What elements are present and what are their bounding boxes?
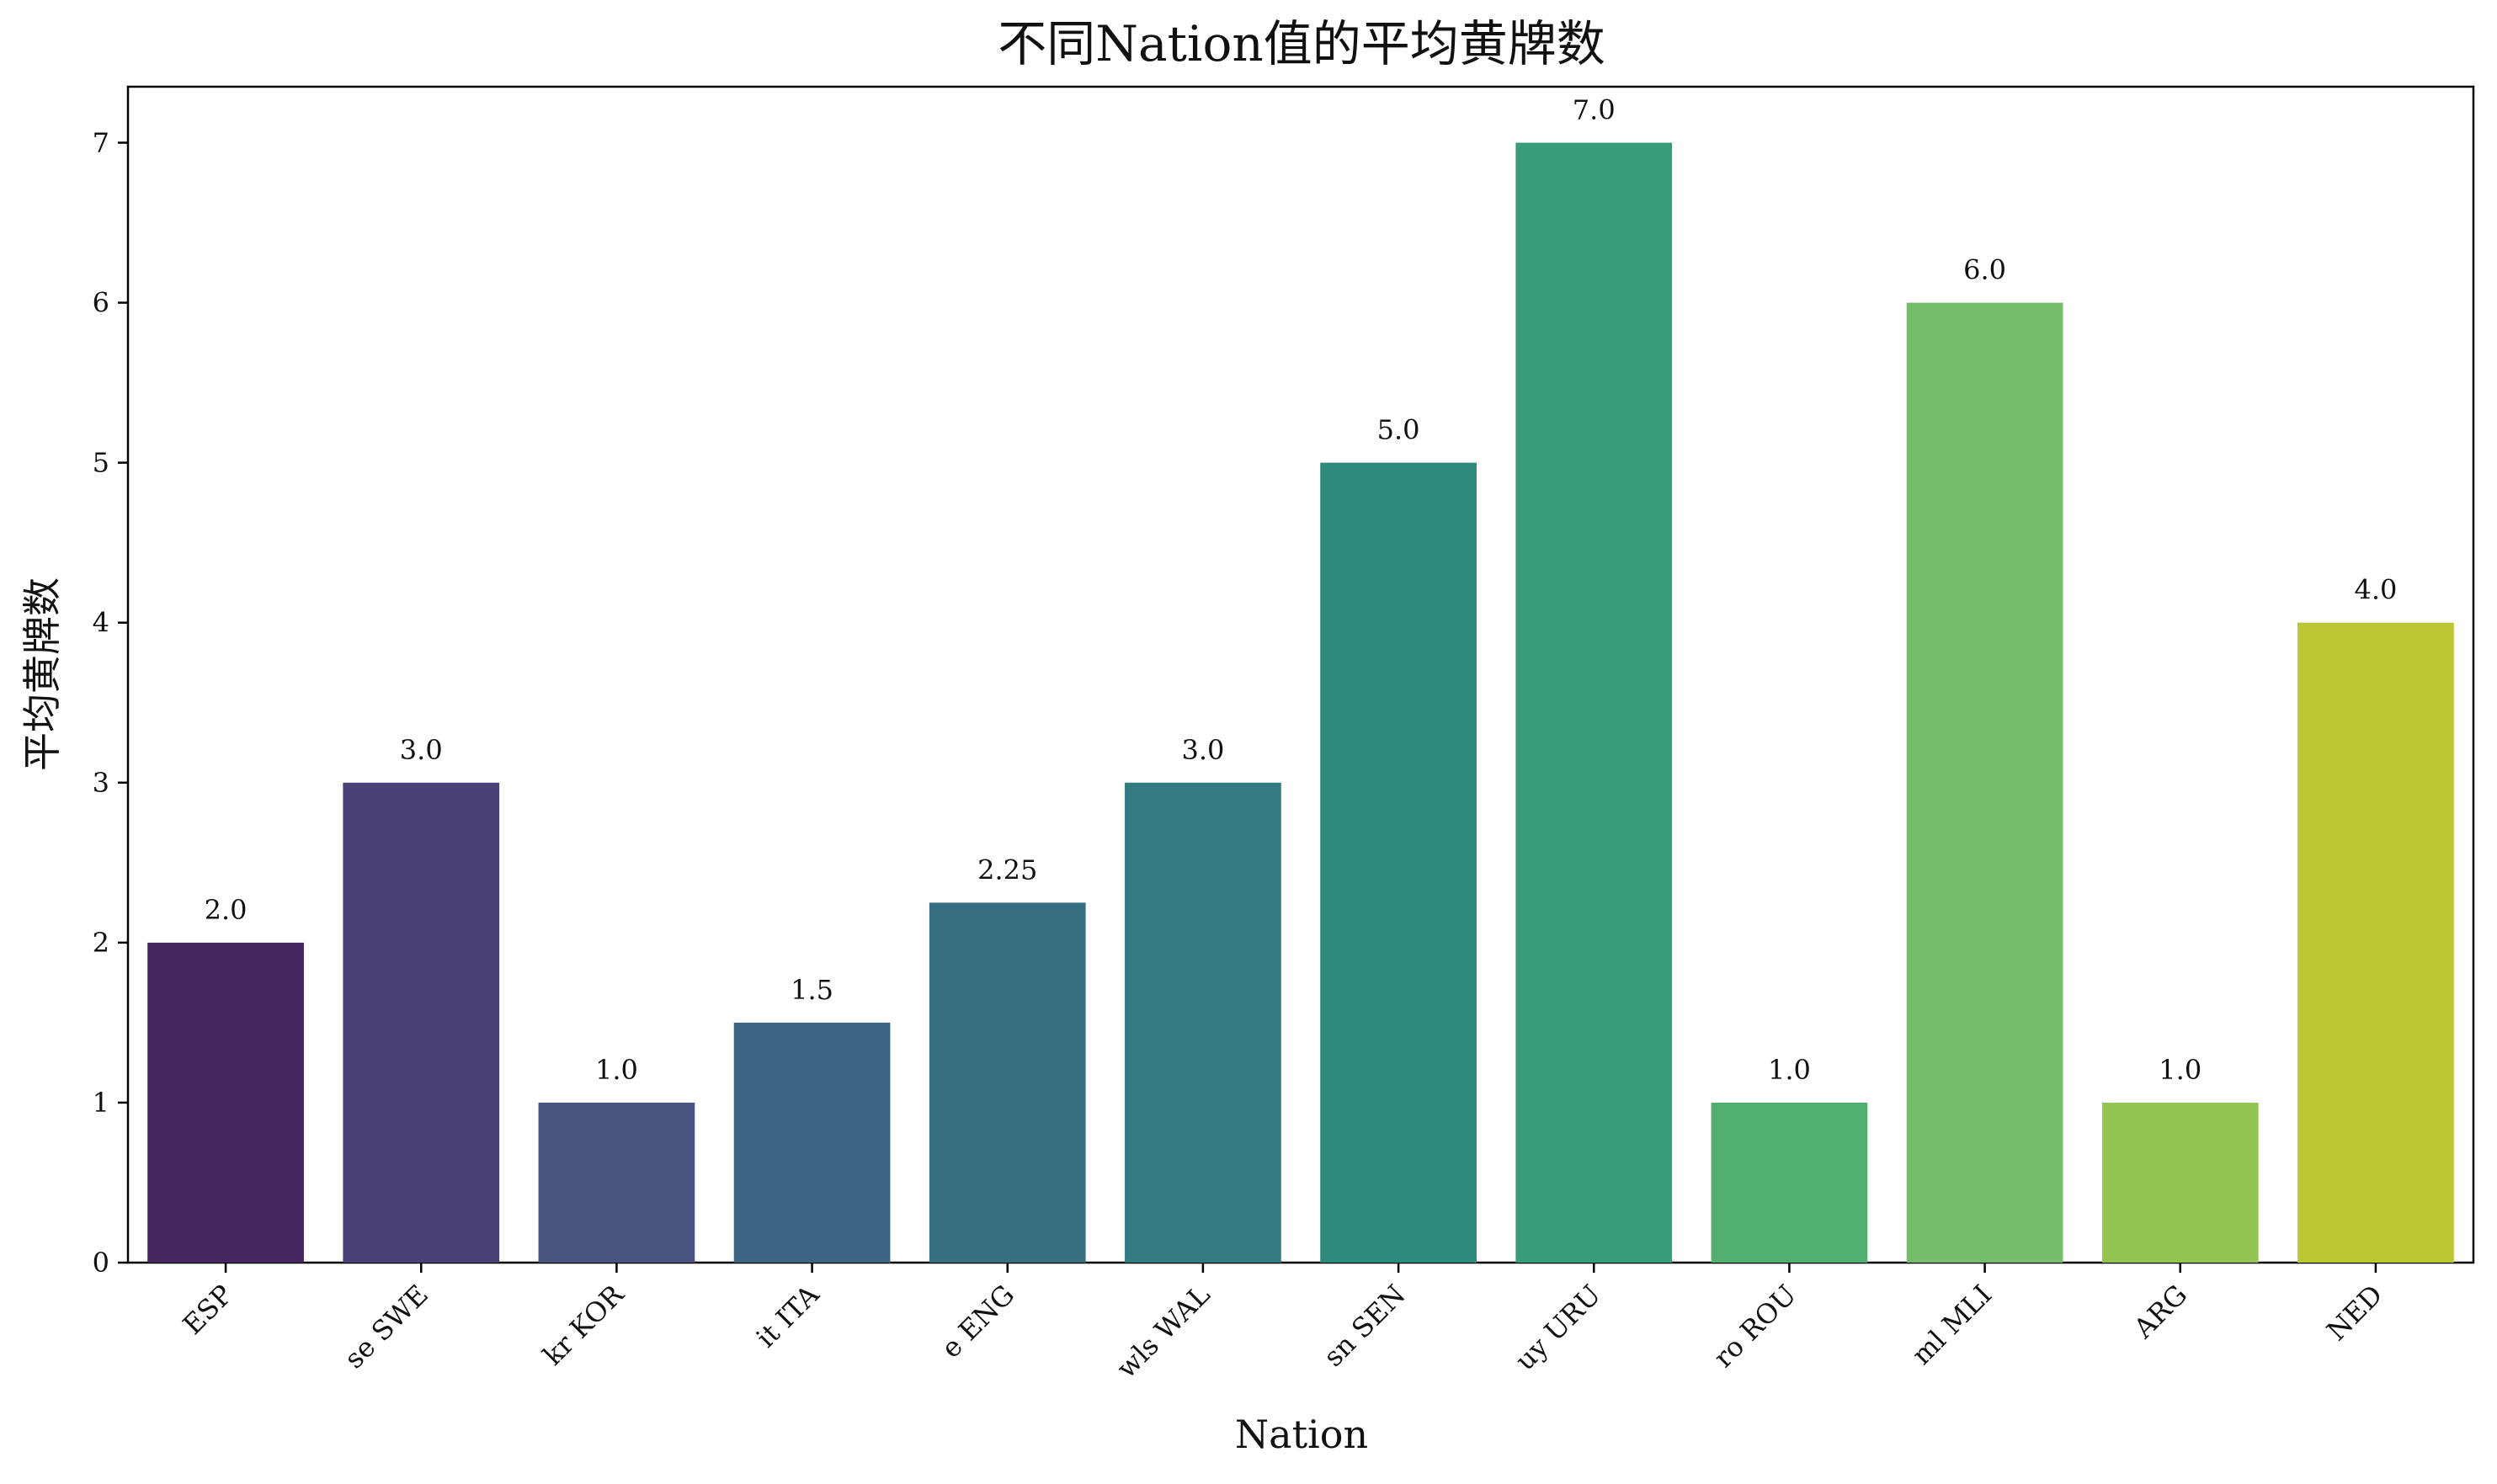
y-tick-label: 7 xyxy=(93,127,109,159)
bar xyxy=(929,902,1086,1263)
y-tick-label: 4 xyxy=(93,607,109,639)
x-tick-label: ml MLI xyxy=(1905,1279,1998,1371)
x-tick-label: sn SEN xyxy=(1318,1279,1412,1373)
x-tick-label: wls WAL xyxy=(1110,1279,1217,1385)
bar-value-label: 5.0 xyxy=(1377,414,1420,446)
y-tick-label: 1 xyxy=(93,1087,109,1119)
bar-value-label: 2.25 xyxy=(977,854,1037,886)
y-tick-label: 2 xyxy=(93,927,109,959)
value-labels-group: 2.0 3.0 1.0 1.5 2.25 3.0 5.0 7.0 1.0 6.0 1.0 4.0 xyxy=(205,94,2398,1086)
x-tick-label: ARG xyxy=(2127,1279,2193,1345)
bar-value-label: 7.0 xyxy=(1573,94,1616,126)
x-tick-label: kr KOR xyxy=(537,1278,631,1371)
bar-value-label: 1.5 xyxy=(791,974,833,1006)
x-tick-label: se SWE xyxy=(338,1279,434,1375)
bar xyxy=(2101,1102,2259,1263)
x-tick-label: e ENG xyxy=(935,1279,1021,1364)
bar xyxy=(1711,1102,1868,1263)
bar-value-label: 3.0 xyxy=(400,734,443,766)
bar xyxy=(1515,142,1673,1263)
bar xyxy=(2297,622,2454,1263)
y-tick-label: 0 xyxy=(93,1247,109,1279)
bar xyxy=(147,942,304,1263)
x-axis-label: Nation xyxy=(1235,1412,1368,1457)
bar xyxy=(1125,782,1281,1263)
y-tick-label: 6 xyxy=(93,287,109,319)
bar xyxy=(733,1022,891,1263)
bar-value-label: 4.0 xyxy=(2354,574,2397,606)
bar xyxy=(538,1102,695,1263)
bar-value-label: 2.0 xyxy=(205,894,248,926)
y-tick-label: 5 xyxy=(93,447,109,479)
bar xyxy=(343,782,500,1263)
bar-value-label: 1.0 xyxy=(595,1054,638,1086)
bar xyxy=(1320,462,1477,1263)
x-tick-label: NED xyxy=(2320,1279,2388,1347)
plot-frame xyxy=(126,85,2475,1264)
x-axis: ESP se SWE kr KOR it ITA e ENG wls WAL sn SEN u… xyxy=(177,1263,2389,1385)
bar-value-label: 3.0 xyxy=(1181,734,1224,766)
y-axis-label: 平均黄牌数 xyxy=(19,577,65,771)
bars-group xyxy=(147,142,2454,1263)
bar-value-label: 1.0 xyxy=(2159,1054,2202,1086)
chart-title: 不同Nation值的平均黄牌数 xyxy=(998,15,1605,72)
x-tick-label: ro ROU xyxy=(1707,1279,1802,1374)
bar-value-label: 6.0 xyxy=(1963,254,2006,286)
x-tick-label: ESP xyxy=(177,1279,239,1341)
x-tick-label: uy URU xyxy=(1509,1279,1607,1377)
y-tick-label: 3 xyxy=(93,767,109,799)
bar xyxy=(1906,302,2063,1263)
y-axis: 0 1 2 3 4 5 6 7 xyxy=(93,127,128,1279)
x-tick-label: it ITA xyxy=(750,1278,826,1354)
bar-value-label: 1.0 xyxy=(1768,1054,1811,1086)
